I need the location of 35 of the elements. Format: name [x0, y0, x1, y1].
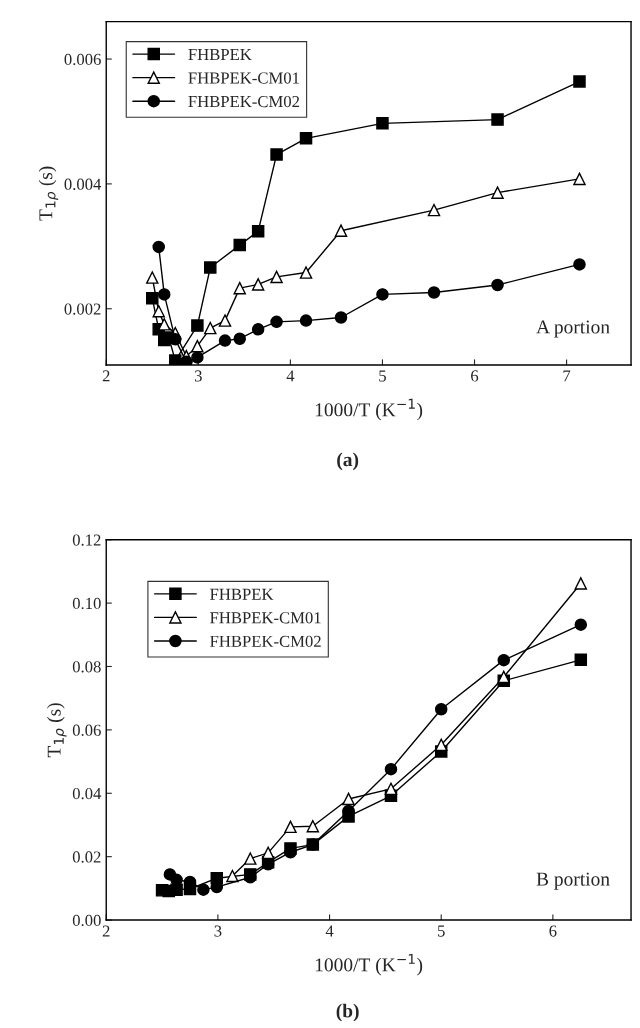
x-tick-label: 3 — [214, 925, 222, 937]
x-tick-label: 5 — [438, 925, 445, 937]
x-tick-label: 7 — [563, 370, 571, 382]
y-axis-title: T$_{1ρ}$ (s) — [47, 703, 67, 758]
legend-label: FHBPEK-CM02 — [188, 95, 300, 108]
y-tick-label: 0.10 — [72, 597, 101, 610]
x-tick-label: 3 — [194, 370, 202, 382]
x-tick-label: 4 — [325, 925, 334, 937]
x-tick-label: 2 — [102, 370, 110, 382]
y-tick-label: 0.02 — [72, 851, 101, 863]
legend-label: FHBPEK-CM02 — [210, 635, 321, 647]
text: (a) — [337, 452, 359, 471]
legend-label: FHBPEK-CM01 — [188, 72, 299, 84]
x-tick-label: 6 — [471, 370, 479, 382]
y-tick-label: 0.06 — [72, 724, 101, 736]
text: (b) — [336, 1003, 359, 1022]
y-axis-title: T$_{1ρ}$ (s) — [38, 166, 59, 221]
x-axis-title: 1000/T (K$^{−1}$) — [315, 953, 423, 976]
y-tick-label: 0.002 — [64, 303, 101, 315]
annotation: B portion — [536, 872, 610, 890]
y-tick-label: 0.006 — [64, 53, 101, 66]
legend-label: FHBPEK — [210, 588, 274, 600]
y-tick-label: 0.00 — [72, 914, 101, 927]
y-tick-label: 0.12 — [72, 534, 101, 546]
x-tick-label: 6 — [549, 925, 557, 937]
x-tick-label: 5 — [379, 370, 386, 382]
legend-label: FHBPEK-CM01 — [210, 612, 321, 624]
x-tick-label: 2 — [102, 925, 110, 937]
legend-label: FHBPEK — [188, 49, 252, 60]
y-tick-label: 0.04 — [72, 787, 102, 800]
y-tick-label: 0.004 — [64, 178, 102, 190]
x-tick-label: 4 — [286, 370, 295, 382]
x-axis-title: 1000/T (K$^{−1}$) — [315, 398, 423, 421]
annotation: A portion — [536, 320, 610, 338]
y-tick-label: 0.08 — [72, 661, 101, 673]
